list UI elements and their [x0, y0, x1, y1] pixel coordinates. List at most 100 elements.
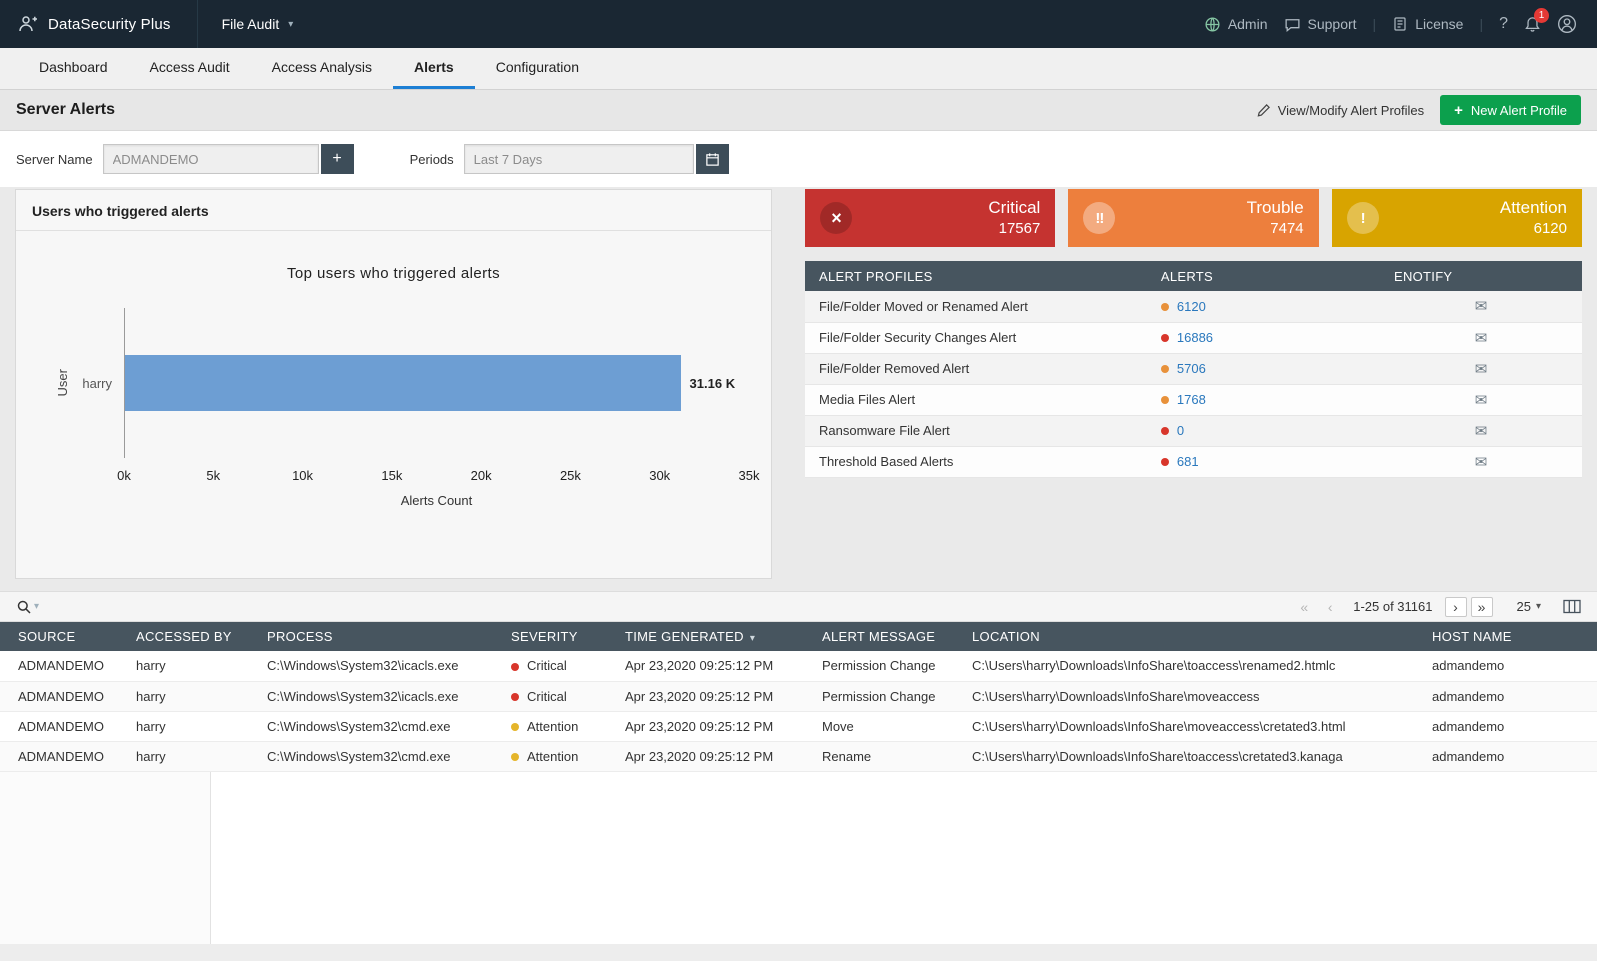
profiles-header-alerts: ALERTS — [1146, 261, 1380, 291]
header-accessed-by[interactable]: ACCESSED BY — [126, 622, 257, 651]
support-label: Support — [1307, 16, 1357, 32]
card-title: Users who triggered alerts — [16, 190, 771, 231]
license-label: License — [1415, 16, 1464, 32]
footer-right-panel — [211, 771, 1597, 944]
header-location[interactable]: LOCATION — [962, 622, 1422, 651]
x-tick: 15k — [381, 468, 403, 483]
severity-dot — [1160, 458, 1169, 467]
admin-menu[interactable]: Admin — [1204, 16, 1268, 33]
profile-name: Ransomware File Alert — [805, 415, 1147, 447]
header-alert-message[interactable]: ALERT MESSAGE — [812, 622, 962, 651]
help-icon: ? — [1499, 15, 1508, 32]
profile-row[interactable]: File/Folder Removed Alert 5706 ✉ — [805, 353, 1582, 385]
x-tick: 30k — [649, 468, 671, 483]
bar-chart: Top users who triggered alerts User harr… — [16, 265, 771, 508]
page-size-select[interactable]: 25 ▾ — [1517, 599, 1542, 614]
email-notify-icon[interactable]: ✉ — [1474, 298, 1488, 316]
page-header: Server Alerts View/Modify Alert Profiles… — [0, 90, 1597, 131]
notifications-button[interactable]: 1 — [1524, 7, 1549, 33]
logo-icon — [18, 14, 38, 34]
alert-profiles-table: ALERT PROFILES ALERTS ENOTIFY File/Folde… — [805, 261, 1582, 478]
profiles-header-name: ALERT PROFILES — [805, 261, 1147, 291]
severity-dot — [511, 662, 519, 671]
plus-icon: + — [332, 150, 342, 167]
alert-count-link[interactable]: 681 — [1176, 454, 1199, 470]
tab-access-audit[interactable]: Access Audit — [149, 59, 230, 75]
critical-count: 17567 — [998, 220, 1041, 238]
brand-name: DataSecurity Plus — [48, 15, 171, 33]
profile-row[interactable]: File/Folder Moved or Renamed Alert 6120 … — [805, 291, 1582, 323]
tab-dashboard[interactable]: Dashboard — [39, 59, 108, 75]
add-server-button[interactable]: + — [320, 144, 354, 174]
help-button[interactable]: ? — [1499, 15, 1508, 33]
header-source[interactable]: SOURCE — [0, 622, 126, 651]
footer-left-panel — [0, 771, 211, 944]
chart-title: Top users who triggered alerts — [287, 265, 500, 282]
critical-card[interactable]: × Critical 17567 — [805, 189, 1056, 247]
cell-severity: Attention — [501, 741, 615, 772]
alert-row[interactable]: ADMANDEMO harry C:\Windows\System32\icac… — [0, 651, 1597, 682]
profile-row[interactable]: File/Folder Security Changes Alert 16886… — [805, 322, 1582, 354]
x-tick: 10k — [292, 468, 314, 483]
tab-alerts[interactable]: Alerts — [393, 48, 475, 89]
email-notify-icon[interactable]: ✉ — [1474, 329, 1488, 347]
filter-row: Server Name + Periods — [0, 131, 1597, 187]
license-menu[interactable]: License — [1392, 16, 1463, 32]
severity-cards: × Critical 17567 !! Trouble 7474 ! Atten… — [805, 189, 1582, 247]
header-process[interactable]: PROCESS — [257, 622, 501, 651]
chat-icon — [1284, 16, 1301, 33]
cell-location: C:\Users\harry\Downloads\InfoShare\toacc… — [962, 741, 1422, 772]
alert-count-link[interactable]: 0 — [1176, 423, 1185, 439]
search-icon — [16, 599, 32, 615]
search-button[interactable]: ▾ — [16, 599, 39, 615]
attention-card[interactable]: ! Attention 6120 — [1331, 189, 1582, 247]
last-page-button[interactable]: » — [1470, 596, 1493, 617]
email-notify-icon[interactable]: ✉ — [1474, 391, 1488, 409]
periods-input[interactable] — [463, 144, 694, 174]
topbar-right: Admin Support | License | ? — [1204, 7, 1597, 34]
alert-count-link[interactable]: 16886 — [1176, 330, 1214, 346]
module-selector[interactable]: File Audit ▾ — [198, 0, 318, 48]
header-severity[interactable]: SEVERITY — [501, 622, 615, 651]
license-icon — [1392, 16, 1408, 32]
header-host-name[interactable]: HOST NAME — [1422, 622, 1597, 651]
plot-area: 31.16 K 0k 5k 10k 15k 20k 25k 30k 35k Al… — [117, 308, 759, 508]
alert-row[interactable]: ADMANDEMO harry C:\Windows\System32\icac… — [0, 681, 1597, 712]
trouble-card[interactable]: !! Trouble 7474 — [1068, 189, 1319, 247]
account-menu[interactable] — [1557, 14, 1577, 34]
server-name-input[interactable] — [102, 144, 319, 174]
support-menu[interactable]: Support — [1284, 16, 1357, 33]
profile-row[interactable]: Ransomware File Alert 0 ✉ — [805, 415, 1582, 447]
severity-dot — [511, 753, 519, 762]
bar-value-label: 31.16 K — [689, 375, 736, 391]
email-notify-icon[interactable]: ✉ — [1474, 360, 1488, 378]
cell-severity: Attention — [501, 711, 615, 742]
severity-dot — [1160, 334, 1169, 343]
email-notify-icon[interactable]: ✉ — [1474, 453, 1488, 471]
alert-row[interactable]: ADMANDEMO harry C:\Windows\System32\cmd.… — [0, 741, 1597, 772]
new-alert-profile-button[interactable]: + New Alert Profile — [1440, 95, 1581, 125]
right-panel: × Critical 17567 !! Trouble 7474 ! Atten… — [805, 189, 1582, 579]
profile-row[interactable]: Threshold Based Alerts 681 ✉ — [805, 446, 1582, 478]
next-page-button[interactable]: › — [1444, 596, 1467, 617]
calendar-button[interactable] — [695, 144, 729, 174]
first-page-button[interactable]: « — [1300, 598, 1309, 615]
email-notify-icon[interactable]: ✉ — [1474, 422, 1488, 440]
periods-group — [463, 144, 729, 174]
view-modify-profiles-link[interactable]: View/Modify Alert Profiles — [1257, 103, 1424, 118]
severity-dot — [1160, 365, 1169, 374]
alert-count-link[interactable]: 6120 — [1176, 299, 1206, 315]
column-chooser-button[interactable] — [1563, 599, 1581, 614]
cell-host: admandemo — [1422, 741, 1597, 772]
alert-count-link[interactable]: 1768 — [1176, 392, 1206, 408]
alert-count-link[interactable]: 5706 — [1176, 361, 1206, 377]
header-time-generated[interactable]: TIME GENERATED ▾ — [615, 622, 812, 651]
tab-configuration[interactable]: Configuration — [495, 59, 579, 75]
cell-source: ADMANDEMO — [0, 681, 126, 712]
prev-page-button[interactable]: ‹ — [1327, 598, 1333, 615]
chart-bar[interactable] — [125, 355, 681, 411]
alert-row[interactable]: ADMANDEMO harry C:\Windows\System32\cmd.… — [0, 711, 1597, 742]
cell-process: C:\Windows\System32\icacls.exe — [257, 651, 501, 682]
tab-access-analysis[interactable]: Access Analysis — [271, 59, 373, 75]
profile-row[interactable]: Media Files Alert 1768 ✉ — [805, 384, 1582, 416]
